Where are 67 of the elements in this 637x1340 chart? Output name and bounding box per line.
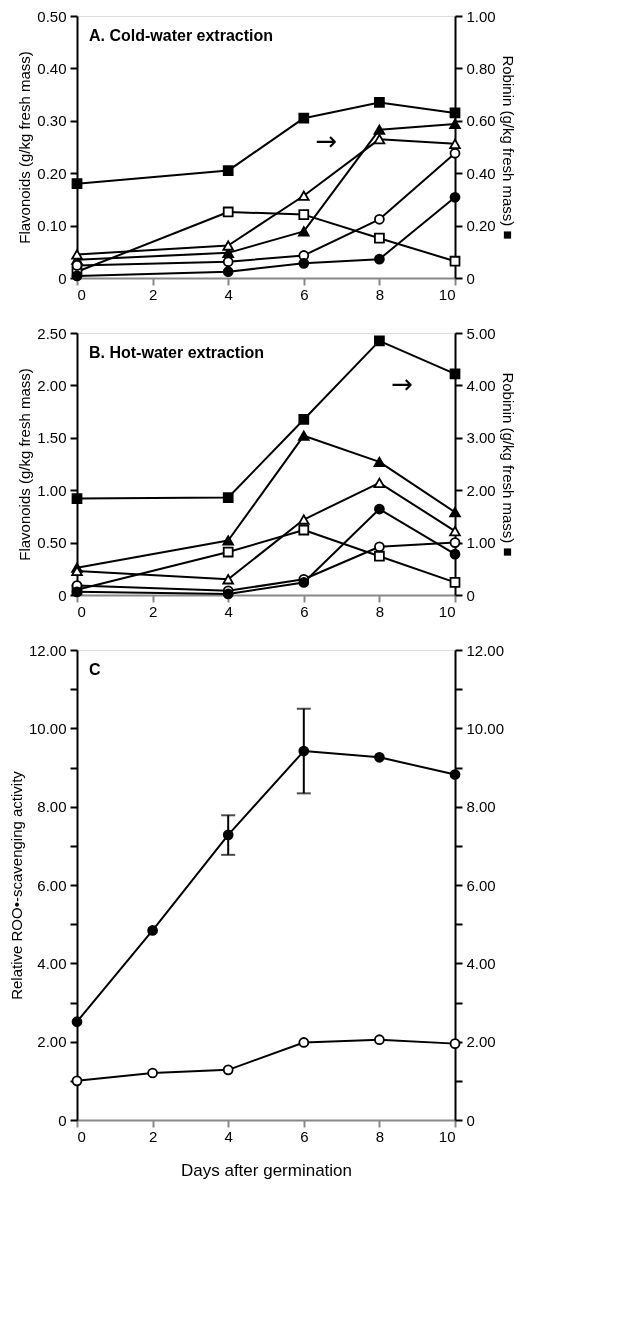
y-tick-label: 0 xyxy=(58,269,67,287)
y2-tick-label: 0.80 xyxy=(466,59,496,77)
y2-tick-label: 0.60 xyxy=(466,112,496,130)
x-axis-title: Days after germination xyxy=(180,1160,353,1180)
x-tick-label: 4 xyxy=(224,602,233,620)
y-tick-label: 0.10 xyxy=(37,217,67,235)
x-tick-label: 0 xyxy=(77,285,86,303)
annotation: → xyxy=(391,369,413,400)
y2-tick-label: 4.00 xyxy=(466,954,496,972)
y-tick-label: 10.00 xyxy=(28,719,67,737)
y2-tick-label: 12.00 xyxy=(466,641,505,659)
x-tick-label: 10 xyxy=(438,602,456,620)
y2-tick-label: 0.40 xyxy=(466,164,496,182)
y2-tick-label: 2.00 xyxy=(466,1033,496,1051)
y-tick-label: 2.00 xyxy=(37,1033,67,1051)
x-tick-label: 2 xyxy=(148,1127,158,1145)
y2-tick-label: 2.00 xyxy=(466,481,496,499)
x-tick-label: 8 xyxy=(375,602,385,620)
y2-tick-label: 0.20 xyxy=(466,217,496,235)
y-tick-label: 0.30 xyxy=(37,112,67,130)
x-tick-label: 6 xyxy=(300,1127,309,1145)
y-tick-label: 0 xyxy=(58,586,67,604)
text: A. Cold-water extraction xyxy=(89,27,274,44)
y-axis-title: Flavonoids (g/kg fresh mass) xyxy=(16,51,34,244)
x-tick-label: 2 xyxy=(148,285,158,303)
x-tick-label: 10 xyxy=(438,285,456,303)
y2-tick-label: 5.00 xyxy=(466,324,496,342)
y-tick-label: 4.00 xyxy=(37,954,67,972)
y-axis-title: Flavonoids (g/kg fresh mass) xyxy=(16,368,34,561)
y-tick-label: 2.00 xyxy=(37,376,67,394)
x-tick-label: 8 xyxy=(375,1127,385,1145)
y2-tick-label: 1.00 xyxy=(466,7,496,25)
y-tick-label: 0 xyxy=(58,1111,67,1129)
x-tick-label: 2 xyxy=(148,602,158,620)
y2-axis-title: Robinin (g/kg fresh mass) ■ xyxy=(499,372,517,557)
text: B. Hot-water extraction xyxy=(89,344,265,361)
annotation: → xyxy=(315,125,338,156)
y-tick-label: 12.00 xyxy=(28,641,67,659)
x-tick-label: 0 xyxy=(77,1127,86,1145)
text: C xyxy=(89,661,101,678)
y2-tick-label: 0 xyxy=(466,1111,475,1129)
y-tick-label: 0.50 xyxy=(37,7,67,25)
y-tick-label: 0.20 xyxy=(37,164,67,182)
y-tick-label: 1.50 xyxy=(37,429,67,447)
y2-tick-label: 10.00 xyxy=(466,719,505,737)
y-axis-title: Relative ROO•-scavenging activity xyxy=(7,770,25,1000)
x-tick-label: 4 xyxy=(224,1127,233,1145)
y2-tick-label: 1.00 xyxy=(466,534,496,552)
y-tick-label: 2.50 xyxy=(37,324,67,342)
x-tick-label: 0 xyxy=(77,602,86,620)
y2-axis-title: Robinin (g/kg fresh mass) ■ xyxy=(499,55,517,240)
x-tick-label: 6 xyxy=(300,602,309,620)
y2-tick-label: 0 xyxy=(466,586,475,604)
y2-tick-label: 8.00 xyxy=(466,798,496,816)
x-tick-label: 6 xyxy=(300,285,309,303)
x-tick-label: 8 xyxy=(375,285,385,303)
y-tick-label: 6.00 xyxy=(37,876,67,894)
y2-tick-label: 6.00 xyxy=(466,876,496,894)
y2-tick-label: 0 xyxy=(466,269,475,287)
y2-tick-label: 4.00 xyxy=(466,376,496,394)
y2-tick-label: 3.00 xyxy=(466,429,496,447)
y-tick-label: 0.50 xyxy=(37,534,67,552)
x-tick-label: 10 xyxy=(438,1127,456,1145)
y-tick-label: 1.00 xyxy=(37,481,67,499)
y-tick-label: 0.40 xyxy=(37,59,67,77)
y-tick-label: 8.00 xyxy=(37,798,67,816)
x-tick-label: 4 xyxy=(224,285,233,303)
